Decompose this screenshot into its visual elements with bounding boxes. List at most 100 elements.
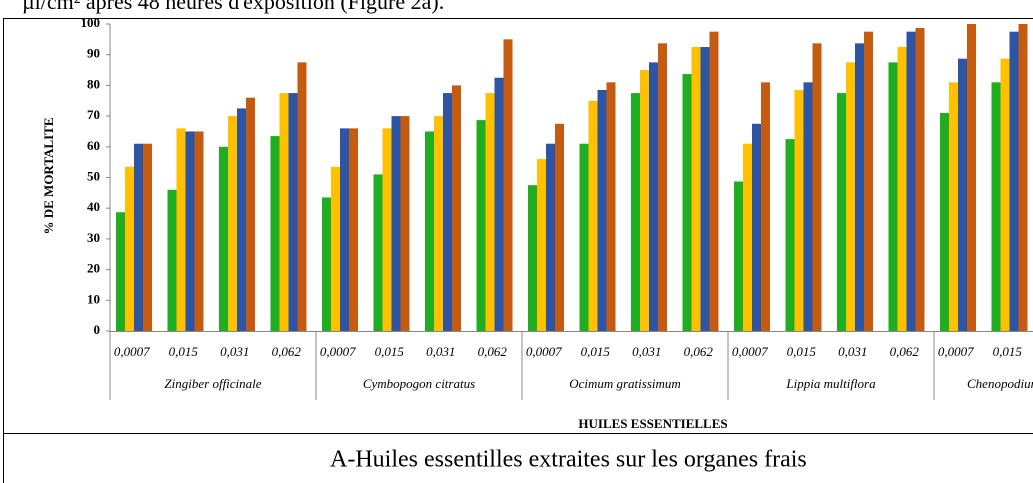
bar xyxy=(555,123,564,332)
bar xyxy=(915,27,925,332)
bar xyxy=(297,62,307,331)
bar xyxy=(537,159,546,331)
group-label: Cymbopogon citratus xyxy=(363,376,475,391)
bar xyxy=(906,31,916,332)
y-tick-label: 100 xyxy=(81,15,101,30)
bar xyxy=(958,58,967,331)
bar xyxy=(331,166,340,331)
bar xyxy=(382,128,392,331)
x-tick-label: 0,0007 xyxy=(114,344,150,359)
bar xyxy=(340,128,349,331)
bar xyxy=(288,93,298,331)
bar xyxy=(349,128,358,331)
bar xyxy=(485,93,495,331)
bar xyxy=(425,131,434,331)
x-tick-label: 0,015 xyxy=(993,344,1023,359)
bar xyxy=(1018,24,1028,331)
bar xyxy=(846,62,855,331)
y-tick-label: 20 xyxy=(87,261,100,276)
bar xyxy=(279,93,289,331)
x-tick-label: 0,0007 xyxy=(320,344,356,359)
x-tick-label: 0,062 xyxy=(684,344,714,359)
x-tick-label: 0,015 xyxy=(581,344,611,359)
bar xyxy=(1000,58,1010,331)
x-axis-title: HUILES ESSENTIELLES xyxy=(578,416,727,431)
y-tick-label: 60 xyxy=(87,138,100,153)
bar xyxy=(322,197,331,331)
y-tick-label: 0 xyxy=(94,322,101,337)
bar xyxy=(134,143,143,331)
bar xyxy=(391,116,401,331)
bar xyxy=(752,123,761,332)
y-axis-title: % DE MORTALITE xyxy=(41,117,56,234)
bar xyxy=(991,82,1001,331)
bar xyxy=(452,85,461,332)
bar xyxy=(709,31,719,332)
bar xyxy=(194,131,204,331)
group-label: Ocimum gratissimum xyxy=(569,376,681,391)
bar xyxy=(897,47,907,332)
x-tick-label: 0,031 xyxy=(220,344,249,359)
x-tick-label: 0,031 xyxy=(426,344,455,359)
bar xyxy=(940,113,949,331)
bar xyxy=(228,116,237,331)
bar xyxy=(888,62,898,331)
bar xyxy=(219,146,228,331)
x-tick-label: 0,031 xyxy=(632,344,661,359)
x-tick-label: 0,0007 xyxy=(938,344,974,359)
bar xyxy=(167,189,177,331)
bar xyxy=(476,120,486,331)
x-tick-label: 0,0007 xyxy=(732,344,768,359)
bar xyxy=(434,116,443,331)
bar xyxy=(373,174,383,331)
x-tick-label: 0,015 xyxy=(787,344,817,359)
bar xyxy=(270,136,280,331)
bar xyxy=(640,70,649,332)
group-label: Zingiber officinale xyxy=(164,376,261,391)
bar xyxy=(658,43,667,331)
bar xyxy=(1009,31,1019,332)
header-text: µl/cm² après 48 heures d'exposition (Fig… xyxy=(22,0,444,14)
bar xyxy=(682,74,692,331)
y-tick-label: 90 xyxy=(87,46,100,61)
x-tick-label: 0,015 xyxy=(375,344,405,359)
bar xyxy=(528,185,537,331)
bar xyxy=(794,90,804,331)
bar xyxy=(597,90,607,331)
x-tick-label: 0,062 xyxy=(272,344,302,359)
bar xyxy=(837,93,846,331)
bar xyxy=(400,116,410,331)
bar xyxy=(785,139,795,331)
bar xyxy=(631,93,640,331)
y-tick-label: 80 xyxy=(87,76,100,91)
bar xyxy=(967,24,976,331)
y-tick-label: 30 xyxy=(87,230,100,245)
bar xyxy=(494,77,504,331)
bar xyxy=(803,82,813,331)
x-tick-label: 0,062 xyxy=(478,344,508,359)
bar xyxy=(649,62,658,331)
bar xyxy=(588,100,598,331)
bar xyxy=(734,181,743,331)
group-label: Lippia multiflora xyxy=(785,376,876,391)
bar xyxy=(143,143,152,331)
bar xyxy=(949,82,958,331)
bar xyxy=(761,82,770,331)
group-label: Chenopodium xyxy=(967,376,1033,391)
bar xyxy=(237,108,246,331)
y-tick-label: 40 xyxy=(87,199,100,214)
y-tick-label: 50 xyxy=(87,168,100,183)
bar xyxy=(691,47,701,332)
x-tick-label: 0,015 xyxy=(169,344,199,359)
y-tick-label: 70 xyxy=(87,107,100,122)
bar xyxy=(606,82,616,331)
bar xyxy=(116,212,125,331)
bar xyxy=(579,143,589,331)
bar xyxy=(125,166,134,331)
frame xyxy=(3,18,1033,483)
bar xyxy=(246,97,255,332)
x-tick-label: 0,062 xyxy=(890,344,920,359)
bar xyxy=(546,143,555,331)
bar xyxy=(443,93,452,331)
y-tick-label: 10 xyxy=(87,291,100,306)
